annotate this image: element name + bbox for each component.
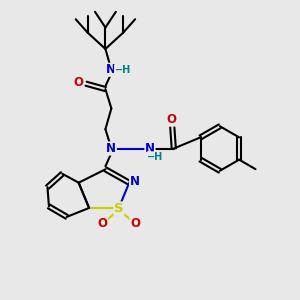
Text: S: S: [114, 202, 124, 215]
Text: −H: −H: [115, 65, 131, 75]
Text: O: O: [130, 217, 140, 230]
Text: N: N: [130, 175, 140, 188]
Text: O: O: [98, 217, 107, 230]
Text: −H: −H: [147, 152, 164, 162]
Text: N: N: [106, 63, 116, 76]
Text: N: N: [145, 142, 155, 155]
Text: N: N: [106, 142, 116, 155]
Text: O: O: [73, 76, 83, 89]
Text: O: O: [167, 113, 176, 126]
